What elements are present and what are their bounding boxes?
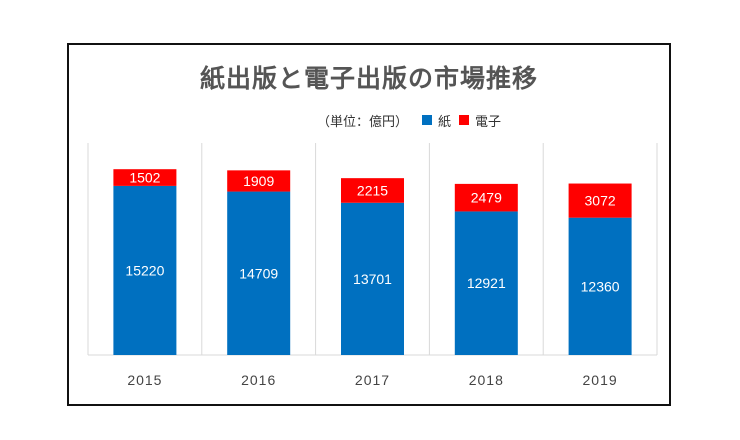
data-label-digital: 2215 [357, 182, 388, 198]
legend-label-digital: 電子 [475, 114, 502, 130]
data-label-paper: 15220 [125, 262, 164, 278]
x-tick-label: 2018 [469, 372, 504, 388]
legend-swatch-digital [459, 115, 470, 125]
data-label-paper: 12921 [467, 275, 506, 291]
bar-paper [113, 185, 177, 355]
bar-paper [454, 211, 518, 355]
plot-area: 15220 1502 2015 14709 1909 2016 13701 2215 2017 1… [87, 143, 658, 388]
chart-title: 紙出版と電子出版の市場推移 [199, 64, 538, 93]
data-label-digital: 2479 [471, 190, 502, 206]
chart-legend: （単位：億円） 紙 電子 [317, 110, 509, 130]
x-tick-label: 2017 [355, 372, 390, 388]
bar-paper [568, 217, 632, 355]
bar-digital [227, 170, 291, 192]
bar-digital [568, 183, 632, 218]
x-tick-label: 2019 [583, 372, 618, 388]
bar-paper [227, 191, 291, 355]
unit-note: （単位：億円） [317, 114, 409, 130]
data-label-paper: 14709 [239, 265, 278, 281]
legend-label-paper: 紙 [438, 114, 452, 130]
bar-digital [113, 169, 177, 186]
legend-swatch-paper [422, 115, 433, 125]
legend-entry-paper: 紙 [422, 111, 451, 130]
data-label-paper: 13701 [353, 271, 392, 287]
x-tick-label: 2015 [127, 372, 162, 388]
x-tick-label: 2016 [241, 372, 276, 388]
data-label-digital: 1909 [243, 173, 274, 189]
bar-paper [341, 202, 404, 355]
chart-frame: 紙出版と電子出版の市場推移 （単位：億円） 紙 電子 15220 1502 2015… [67, 43, 671, 406]
data-label-paper: 12360 [581, 278, 620, 294]
bar-digital [341, 178, 404, 203]
legend-entry-digital: 電子 [459, 111, 501, 130]
bar-digital [454, 183, 518, 212]
data-label-digital: 3072 [585, 193, 616, 209]
data-label-digital: 1502 [129, 170, 160, 186]
